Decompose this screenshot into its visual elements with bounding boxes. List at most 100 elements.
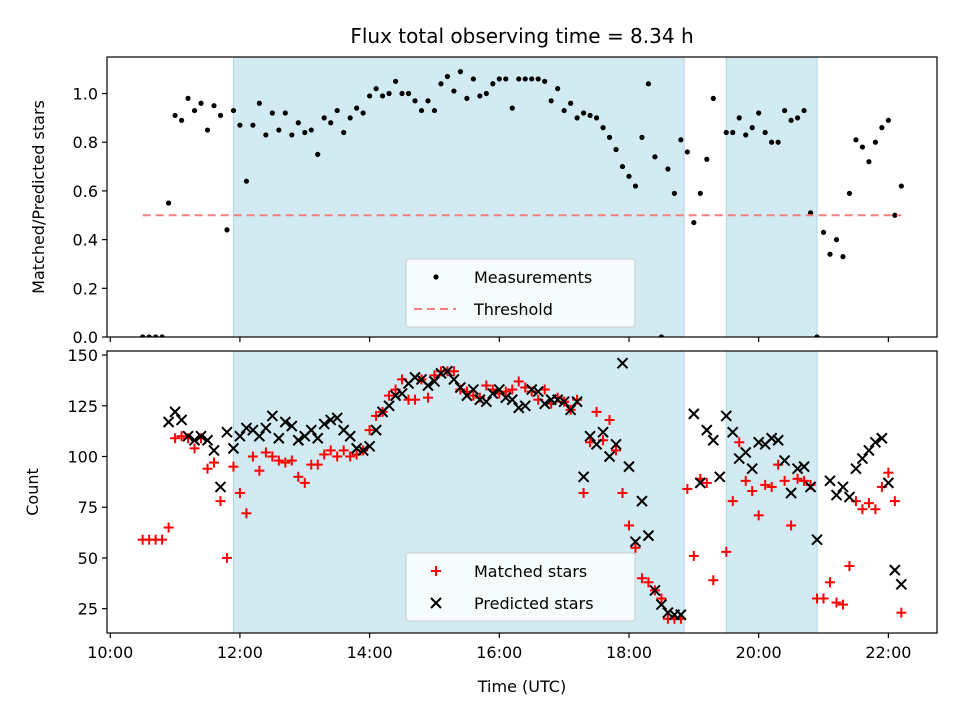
measurement-point — [477, 93, 483, 99]
predicted-star-point — [370, 424, 382, 436]
predicted-star-point — [610, 438, 622, 451]
predicted-star-point — [694, 477, 707, 489]
measurement-point — [769, 139, 775, 145]
measurement-point — [522, 76, 528, 82]
predicted-star-point — [727, 426, 739, 438]
matched-star-point — [513, 376, 524, 387]
matched-star-point — [753, 510, 764, 521]
matched-star-point — [896, 607, 907, 618]
measurement-point — [704, 156, 710, 162]
measurement-point — [354, 105, 360, 111]
predicted-star-point — [538, 398, 551, 410]
measurement-point — [503, 76, 509, 82]
matched-star-point — [779, 475, 790, 486]
measurement-point — [250, 122, 256, 128]
measurement-point — [347, 115, 353, 121]
measurement-point — [665, 166, 671, 172]
predicted-star-point — [597, 426, 609, 438]
measurement-point — [367, 93, 373, 99]
measurement-point — [782, 107, 788, 114]
measurement-point — [840, 254, 846, 260]
measurement-point — [626, 173, 632, 179]
matched-star-point — [384, 390, 395, 401]
matched-star-point — [267, 451, 278, 462]
predicted-star-point — [441, 365, 454, 377]
measurement-point — [140, 334, 146, 337]
predicted-star-point — [474, 393, 486, 406]
predicted-star-point — [266, 410, 279, 422]
measurement-point — [328, 120, 334, 126]
count-legend: Matched stars Predicted stars — [405, 552, 636, 622]
predicted-star-point — [208, 444, 220, 457]
count-panel: 25 50 75 100 125 150 10:00 12:00 14:00 16:00 18:00… — [23, 346, 938, 662]
count-y-tick-label: 125 — [67, 397, 98, 416]
measurement-point — [898, 183, 904, 189]
measurement-point — [658, 334, 665, 337]
predicted-star-point — [292, 434, 304, 446]
matched-star-point — [241, 508, 252, 519]
measurement-point — [730, 129, 736, 136]
ratio-panel: 0.0 0.2 0.4 0.6 0.8 1.0 Matched/Predicted star… — [29, 56, 938, 347]
measurement-point — [743, 132, 749, 138]
predicted-star-point — [856, 452, 869, 465]
ratio-y-tick-label: 1.0 — [73, 85, 98, 104]
matched-star-point — [623, 520, 634, 531]
predicted-star-point — [162, 416, 175, 428]
measurement-point — [820, 229, 827, 235]
measurement-point — [723, 129, 729, 136]
measurement-point — [269, 110, 275, 116]
measurement-point — [593, 115, 600, 121]
predicted-star-point — [701, 424, 713, 436]
predicted-star-point — [811, 533, 823, 546]
predicted-star-point — [383, 400, 395, 412]
x-tick-label: 14:00 — [347, 643, 393, 662]
ratio-y-tick-label: 0.4 — [73, 231, 98, 250]
predicted-star-point — [785, 487, 797, 499]
matched-star-point — [578, 488, 589, 499]
predicted-star-point — [603, 450, 616, 463]
predicted-star-point — [772, 434, 784, 446]
measurement-point — [555, 86, 561, 92]
matched-star-point — [228, 461, 239, 472]
matched-star-point — [163, 522, 174, 533]
measurement-point — [153, 334, 159, 337]
measurement-point — [334, 107, 340, 114]
legend-marker-measurements — [433, 274, 439, 280]
predicted-star-point — [344, 430, 356, 442]
measurement-point — [833, 237, 840, 243]
measurement-point — [405, 90, 412, 97]
measurement-point — [289, 132, 295, 138]
matched-star-point — [280, 457, 291, 468]
matched-star-point — [254, 465, 265, 476]
matched-star-point — [591, 406, 602, 417]
predicted-star-point — [363, 440, 376, 453]
measurement-point — [762, 129, 768, 136]
measurement-point — [211, 103, 217, 109]
measurement-point — [431, 107, 438, 114]
measurement-point — [178, 117, 185, 123]
predicted-star-point — [357, 444, 369, 457]
matched-star-point — [604, 414, 615, 425]
predicted-star-point — [253, 430, 266, 442]
measurement-point — [600, 125, 606, 131]
measurement-point — [652, 154, 658, 160]
predicted-star-point — [824, 475, 836, 487]
measurement-point — [775, 139, 781, 145]
x-tick-label: 18:00 — [606, 643, 652, 662]
matched-star-point — [844, 561, 855, 572]
measurement-point — [490, 81, 496, 87]
predicted-star-point — [649, 584, 661, 597]
measurement-point — [807, 210, 814, 216]
predicted-star-point — [201, 434, 214, 446]
predicted-star-point — [526, 383, 538, 396]
measurement-point — [866, 159, 872, 165]
matched-star-point — [422, 392, 433, 403]
matched-star-point — [721, 546, 732, 557]
measurement-point — [217, 112, 224, 119]
x-axis-label: Time (UTC) — [477, 677, 566, 696]
predicted-star-point — [707, 434, 719, 446]
measurement-point — [756, 110, 762, 116]
predicted-star-point — [655, 598, 668, 611]
count-y-tick-label: 25 — [78, 600, 98, 619]
